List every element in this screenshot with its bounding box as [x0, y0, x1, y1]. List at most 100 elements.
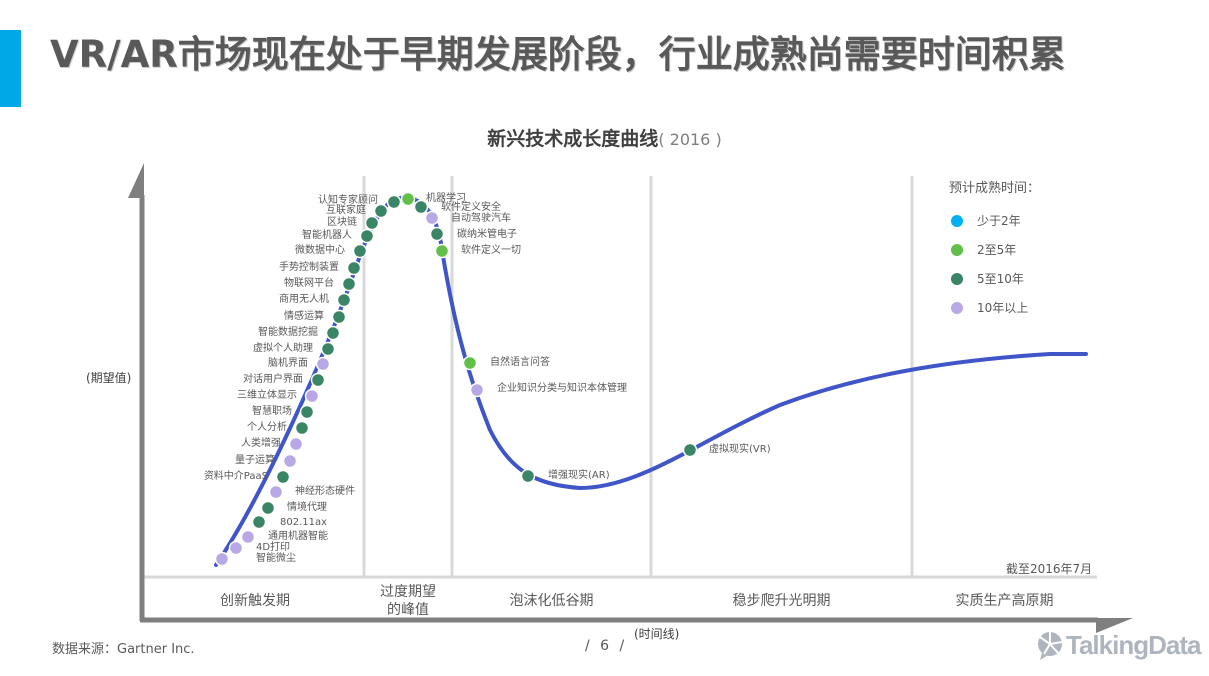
page-title: VR/AR市场现在处于早期发展阶段，行业成熟尚需要时间积累 [50, 33, 1066, 76]
technology-dot [373, 203, 389, 219]
technology-label: 人类增强 [241, 438, 281, 449]
technology-dot [282, 453, 298, 469]
y-axis-label: (期望值) [86, 371, 132, 385]
technology-label: 神经形态硬件 [295, 486, 355, 497]
phase-trough-disillusionment: 泡沫化低谷期 [509, 593, 594, 609]
legend-item-10plus: 10年以上 [949, 293, 1040, 322]
technology-dot [520, 468, 536, 484]
phase-dividers [362, 176, 914, 578]
technology-label: 智能机器人 [302, 230, 352, 241]
chart-year: ( 2016 ) [658, 130, 722, 149]
technology-dots [214, 191, 698, 567]
technology-dot [400, 191, 416, 207]
technology-dot [364, 215, 380, 231]
technology-dot [315, 356, 331, 372]
technology-dot [310, 372, 326, 388]
technology-label: 手势控制装置 [279, 262, 339, 273]
talkingdata-logo: TalkingData [1036, 630, 1201, 661]
legend-item-2to5: 2至5年 [949, 235, 1040, 264]
technology-label: 软件定义一切 [461, 245, 521, 256]
phase-slope-enlightenment: 稳步爬升光明期 [732, 593, 831, 609]
technology-dot [336, 292, 352, 308]
technology-label: 认知专家顾问 [318, 195, 378, 206]
technology-label: 增强现实(AR) [548, 470, 610, 481]
technology-label: 量子运算 [235, 455, 275, 466]
technology-dot [469, 382, 485, 398]
technology-dot [240, 529, 256, 545]
technology-label: 自动驾驶汽车 [451, 213, 511, 224]
technology-dot [352, 243, 368, 259]
technology-label: 情感运算 [284, 311, 324, 322]
technology-dot [299, 404, 315, 420]
legend-dot-icon [951, 214, 963, 227]
legend-label: 少于2年 [977, 214, 1021, 228]
chat-pie-icon [1038, 631, 1063, 660]
technology-dot [214, 551, 230, 567]
x-axis-label: (时间线) [634, 627, 680, 641]
legend-item-5to10: 5至10年 [949, 264, 1040, 293]
technology-dot [331, 309, 347, 325]
legend: 预计成熟时间： 少于2年 2至5年 5至10年 10年以上 [949, 177, 1040, 322]
phase-peak-expectations: 过度期望 的峰值 [380, 584, 436, 618]
technology-label: 微数据中心 [295, 245, 345, 256]
technology-label: 智慧职场 [252, 406, 292, 417]
technology-dot [251, 514, 267, 530]
phase-plateau-productivity: 实质生产高原期 [955, 593, 1054, 609]
technology-label: 互联家庭 [326, 205, 366, 216]
technology-label: 情境代理 [287, 502, 327, 513]
technology-dot [294, 420, 310, 436]
title-accent-bar [0, 30, 21, 107]
technology-label: 自然语言问答 [490, 357, 550, 368]
technology-label: 物联网平台 [284, 278, 334, 289]
technology-dot [260, 500, 276, 516]
legend-title: 预计成熟时间： [949, 181, 1041, 196]
technology-label: 虚拟现实(VR) [709, 444, 771, 455]
legend-dot-icon [951, 301, 963, 314]
technology-dot [386, 194, 402, 210]
technology-dot [434, 243, 450, 259]
technology-label: 对话用户界面 [243, 374, 303, 385]
technology-label: 4D打印 [256, 542, 291, 553]
technology-dot [413, 199, 429, 215]
technology-label: 商用无人机 [279, 294, 329, 305]
technology-label: 企业知识分类与知识本体管理 [497, 383, 627, 394]
x-axis-arrow [1096, 618, 1133, 633]
y-axis-arrow [128, 163, 144, 198]
technology-label: 个人分析 [247, 422, 287, 433]
technology-dot [429, 226, 445, 242]
technology-label: 智能数据挖掘 [258, 327, 318, 338]
technology-label: 资料中介PaaS [203, 471, 268, 482]
data-source: 数据来源：Gartner Inc. [52, 642, 195, 657]
technology-label: 区块链 [327, 217, 357, 228]
chart-title-text: 新兴技术成长度曲线 [487, 128, 659, 150]
technology-label: 802.11ax [280, 517, 328, 528]
technology-dot [275, 469, 291, 485]
as-of-date: 截至2016年7月 [1006, 562, 1093, 576]
legend-label: 10年以上 [977, 301, 1029, 315]
technology-label: 智能微尘 [256, 553, 296, 564]
technology-dot [288, 436, 304, 452]
legend-dot-icon [951, 243, 963, 256]
legend-dot-icon [951, 272, 963, 285]
legend-label: 2至5年 [977, 243, 1017, 257]
technology-dot [268, 484, 284, 500]
logo-text: TalkingData [1066, 630, 1201, 660]
technology-dot [424, 210, 440, 226]
technology-dot [359, 228, 375, 244]
phase-innovation-trigger: 创新触发期 [220, 593, 290, 609]
chart-title: 新兴技术成长度曲线( 2016 ) [0, 124, 1209, 151]
technology-label: 机器学习 [426, 193, 466, 204]
technology-dot [462, 355, 478, 371]
technology-label: 通用机器智能 [268, 531, 328, 542]
technology-dot [304, 388, 320, 404]
technology-label: 脑机界面 [268, 358, 308, 369]
legend-item-lt2: 少于2年 [949, 206, 1040, 235]
legend-label: 5至10年 [977, 272, 1024, 286]
technology-label: 软件定义安全 [441, 202, 501, 213]
technology-label: 虚拟个人助理 [253, 343, 313, 354]
technology-dot [325, 325, 341, 341]
technology-dot [682, 442, 698, 458]
technology-dot [228, 540, 244, 556]
technology-label: 碳纳米管电子 [457, 229, 517, 240]
